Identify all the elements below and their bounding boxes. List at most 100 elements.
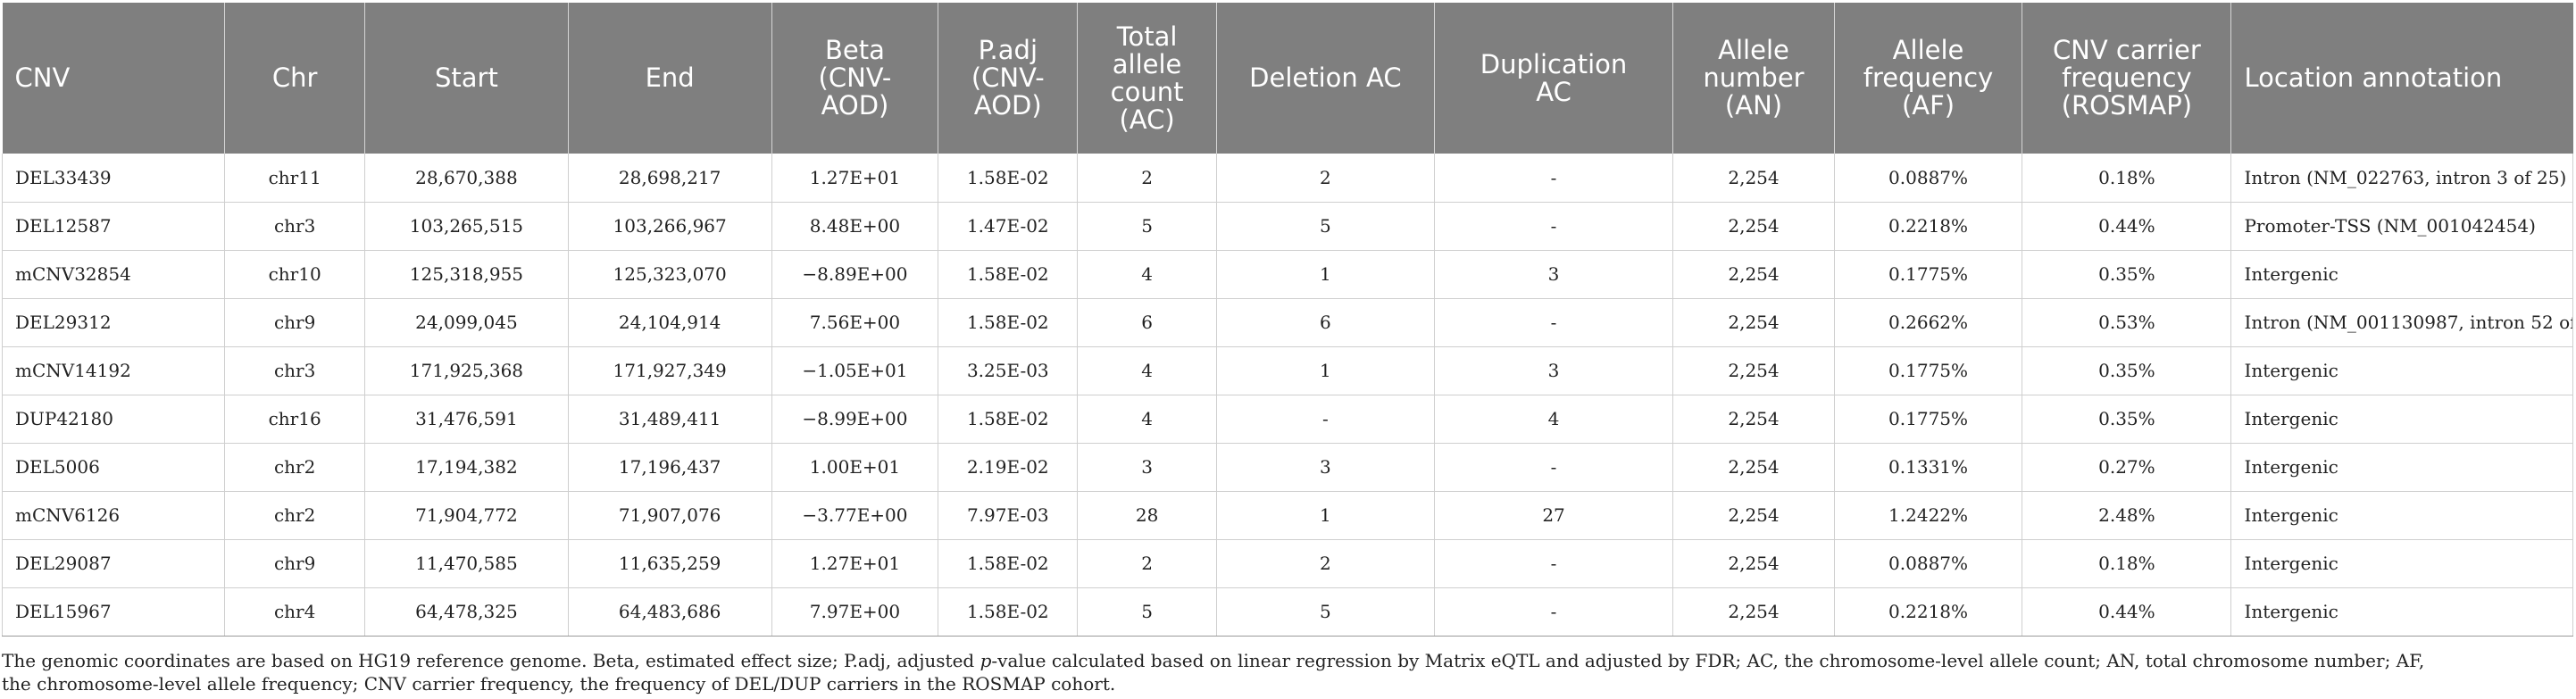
table-cell: 0.53% — [2022, 298, 2232, 347]
table-cell: 0.1775% — [1834, 250, 2023, 299]
table-cell: DEL29312 — [1, 298, 226, 347]
table-header-row: CNV Chr Start End Beta (CNV- AOD) P.adj (CNV- AOD… — [2, 3, 2573, 154]
table-cell: 0.27% — [2022, 443, 2232, 492]
table-cell: 28,698,217 — [568, 154, 772, 203]
table-cell: 0.2218% — [1834, 587, 2023, 637]
table-cell: 0.1331% — [1834, 443, 2023, 492]
column-header: CNV — [2, 3, 226, 154]
table-cell: Promoter-TSS (NM_001042454) — [2230, 202, 2573, 251]
table-cell: 1.00E+01 — [771, 443, 939, 492]
table-cell: 0.0887% — [1834, 154, 2023, 203]
table-cell: Intergenic — [2230, 539, 2573, 588]
footnote-part-2: -value calculated based on linear regres… — [991, 650, 2425, 671]
table-cell: 171,927,349 — [568, 346, 772, 395]
table-cell: 24,099,045 — [364, 298, 569, 347]
table-cell: 2,254 — [1672, 298, 1835, 347]
column-header: CNV carrier frequency (ROSMAP) — [2022, 3, 2232, 154]
table-cell: 1.47E-02 — [938, 202, 1079, 251]
table-row: DEL5006 chr2 17,194,382 17,196,437 1.00E+01 2… — [1, 443, 2573, 492]
column-header: Allele frequency (AF) — [1834, 3, 2023, 154]
table-cell: 11,470,585 — [364, 539, 569, 588]
table-cell: 8.48E+00 — [771, 202, 939, 251]
table-cell: 0.18% — [2022, 154, 2232, 203]
table-cell: 0.44% — [2022, 587, 2232, 637]
table-cell: 3 — [1216, 443, 1435, 492]
table-cell: 1.58E-02 — [938, 587, 1079, 637]
table-row: DEL29312 chr9 24,099,045 24,104,914 7.56E+00… — [1, 298, 2573, 347]
table-cell: 4 — [1077, 250, 1217, 299]
table-cell: 0.1775% — [1834, 346, 2023, 395]
table-row: mCNV6126 chr2 71,904,772 71,907,076 −3.77E+0… — [1, 491, 2573, 540]
table-cell: chr3 — [224, 202, 366, 251]
table-cell: Intergenic — [2230, 346, 2573, 395]
table-cell: 2,254 — [1672, 202, 1835, 251]
table-cell: 2.48% — [2022, 491, 2232, 540]
column-header: Total allele count (AC) — [1077, 3, 1217, 154]
column-header: Duplication AC — [1434, 3, 1674, 154]
table-cell: 3.25E-03 — [938, 346, 1079, 395]
table-cell: 1.27E+01 — [771, 154, 939, 203]
table-cell: chr9 — [224, 539, 366, 588]
table-cell: 6 — [1216, 298, 1435, 347]
table-cell: 2 — [1216, 154, 1435, 203]
table-cell: 1.58E-02 — [938, 154, 1079, 203]
table-cell: 0.0887% — [1834, 539, 2023, 588]
table-cell: 2,254 — [1672, 250, 1835, 299]
cnv-table-container: CNV Chr Start End Beta (CNV- AOD) P.adj (CNV- AOD… — [1, 3, 2573, 637]
table-cell: 4 — [1077, 346, 1217, 395]
table-cell: 71,904,772 — [364, 491, 569, 540]
table-cell: 5 — [1216, 587, 1435, 637]
table-cell: - — [1434, 154, 1674, 203]
table-cell: 17,196,437 — [568, 443, 772, 492]
footnote-line-2: the chromosome-level allele frequency; C… — [2, 673, 1116, 695]
table-cell: 64,478,325 — [364, 587, 569, 637]
table-cell: Intergenic — [2230, 395, 2573, 444]
table-cell: 103,265,515 — [364, 202, 569, 251]
table-cell: mCNV32854 — [1, 250, 226, 299]
table-cell: 7.97E-03 — [938, 491, 1079, 540]
table-cell: Intron (NM_022763, intron 3 of 25) — [2230, 154, 2573, 203]
table-cell: −8.99E+00 — [771, 395, 939, 444]
table-cell: 31,476,591 — [364, 395, 569, 444]
table-cell: 1.2422% — [1834, 491, 2023, 540]
table-cell: 7.97E+00 — [771, 587, 939, 637]
table-row: DEL15967 chr4 64,478,325 64,483,686 7.97E+00… — [1, 587, 2573, 637]
table-cell: 1 — [1216, 250, 1435, 299]
column-header: P.adj (CNV- AOD) — [938, 3, 1079, 154]
table-cell: chr3 — [224, 346, 366, 395]
table-cell: Intron (NM_001130987, intron 52 of 55) — [2230, 298, 2573, 347]
table-cell: 28 — [1077, 491, 1217, 540]
table-cell: 5 — [1216, 202, 1435, 251]
table-cell: 0.44% — [2022, 202, 2232, 251]
table-row: DEL33439 chr11 28,670,388 28,698,217 1.27E+0… — [1, 154, 2573, 203]
table-cell: - — [1434, 202, 1674, 251]
table-cell: Intergenic — [2230, 491, 2573, 540]
table-cell: 1.58E-02 — [938, 539, 1079, 588]
table-row: mCNV14192 chr3 171,925,368 171,927,349 −1.05… — [1, 346, 2573, 395]
footnote-part-1: The genomic coordinates are based on HG1… — [2, 650, 980, 671]
table-footnote: The genomic coordinates are based on HG1… — [2, 649, 2573, 695]
table-cell: 1 — [1216, 491, 1435, 540]
table-cell: 0.18% — [2022, 539, 2232, 588]
table-row: DEL12587 chr3 103,265,515 103,266,967 8.48E+… — [1, 202, 2573, 251]
table-cell: 171,925,368 — [364, 346, 569, 395]
table-cell: −1.05E+01 — [771, 346, 939, 395]
table-cell: mCNV6126 — [1, 491, 226, 540]
column-header: Allele number (AN) — [1672, 3, 1835, 154]
table-row: DEL29087 chr9 11,470,585 11,635,259 1.27E+01… — [1, 539, 2573, 588]
table-cell: 2,254 — [1672, 539, 1835, 588]
table-cell: - — [1434, 443, 1674, 492]
table-cell: DUP42180 — [1, 395, 226, 444]
table-cell: 3 — [1434, 346, 1674, 395]
table-cell: −8.89E+00 — [771, 250, 939, 299]
table-cell: 5 — [1077, 587, 1217, 637]
table-cell: chr11 — [224, 154, 366, 203]
table-cell: 11,635,259 — [568, 539, 772, 588]
table-cell: 0.35% — [2022, 346, 2232, 395]
table-cell: chr16 — [224, 395, 366, 444]
column-header: Chr — [224, 3, 366, 154]
table-cell: 1.58E-02 — [938, 395, 1079, 444]
column-header: Deletion AC — [1216, 3, 1435, 154]
table-cell: −3.77E+00 — [771, 491, 939, 540]
table-cell: Intergenic — [2230, 250, 2573, 299]
